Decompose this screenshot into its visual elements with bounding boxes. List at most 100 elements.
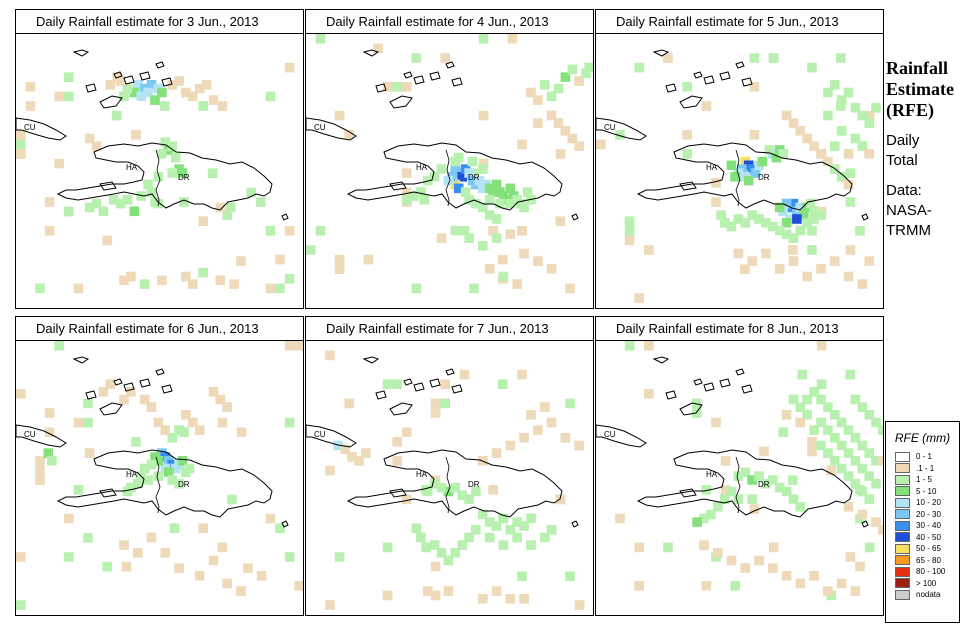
small-island-coast: [652, 356, 670, 364]
rain-cell: [131, 130, 141, 140]
rain-cell: [624, 235, 635, 246]
caption-source: Data: NASA- TRMM: [886, 181, 970, 241]
rain-cell: [795, 417, 806, 428]
legend-entry: 0 - 1: [886, 451, 959, 463]
rain-cell: [170, 152, 181, 163]
country-label: DR: [178, 480, 190, 489]
rain-cell: [484, 210, 495, 220]
rain-cell: [581, 68, 591, 79]
rain-cell: [526, 87, 536, 98]
rainfall-map[interactable]: CU HA DR: [15, 340, 304, 616]
rain-cell: [781, 571, 792, 581]
rain-cell: [792, 214, 802, 224]
rainfall-map[interactable]: CU HA DR: [595, 33, 884, 309]
country-label: HA: [416, 163, 428, 172]
small-island-coast: [389, 95, 413, 109]
rain-cell: [795, 578, 806, 589]
rain-cell: [143, 87, 153, 98]
rain-cell: [533, 118, 543, 128]
rain-cell: [471, 525, 481, 535]
small-island-coast: [571, 520, 579, 528]
rainfall-map[interactable]: CU HA DR: [305, 340, 594, 616]
rain-cell: [139, 279, 150, 289]
rain-cell: [430, 408, 441, 418]
rainfall-map[interactable]: CU HA DR: [595, 340, 884, 616]
small-island-coast: [652, 49, 670, 57]
small-island-coast: [375, 83, 387, 93]
rainfall-map[interactable]: CU HA DR: [305, 33, 594, 309]
rainfall-cells: [325, 350, 585, 610]
rain-cell: [153, 471, 164, 481]
caption-title-line: (RFE): [886, 100, 934, 120]
rain-cell: [781, 486, 792, 497]
rain-cell: [222, 402, 232, 412]
rain-cell: [484, 195, 495, 205]
rain-cell: [768, 475, 778, 485]
rain-cell: [44, 427, 55, 437]
rain-cell: [574, 440, 584, 451]
small-island-coast: [719, 378, 731, 388]
rain-cell: [850, 479, 861, 489]
cuba-coast: [306, 117, 357, 141]
rain-cell: [457, 490, 467, 501]
rain-cell: [121, 561, 132, 572]
rain-cell: [340, 444, 350, 455]
rain-cell: [716, 210, 726, 220]
rain-cell: [430, 561, 441, 572]
rain-cell: [478, 110, 489, 121]
caption-source-line: TRMM: [886, 222, 931, 239]
rain-cell: [174, 563, 184, 573]
rain-cell: [857, 486, 868, 497]
small-island-coast: [123, 75, 135, 85]
hispaniola-coast: [56, 449, 273, 518]
rain-cell: [843, 87, 854, 98]
rain-cell: [325, 350, 335, 361]
rain-cell: [512, 532, 522, 543]
rain-cell: [325, 465, 335, 476]
rain-cell: [505, 440, 516, 451]
rain-cell: [644, 389, 654, 399]
rain-cell: [830, 456, 840, 466]
rain-cell: [102, 561, 112, 572]
panel-jun-5: Daily Rainfall estimate for 5 Jun., 2013…: [595, 9, 884, 309]
rain-cell: [188, 279, 198, 289]
rain-cell: [795, 502, 806, 512]
rain-cell: [177, 168, 188, 178]
rainfall-map[interactable]: CU HA DR: [15, 33, 304, 309]
rain-cell: [555, 149, 566, 159]
rain-cell: [519, 202, 529, 213]
rain-cell: [774, 264, 785, 274]
rain-cell: [491, 521, 502, 531]
legend-label: 1 - 5: [916, 475, 933, 485]
rain-cell: [464, 494, 474, 504]
legend-entry: 5 - 10: [886, 486, 959, 498]
rain-cell: [25, 101, 36, 111]
rain-cell: [850, 394, 861, 405]
rain-cell: [713, 548, 723, 558]
country-label: CU: [604, 430, 616, 439]
rain-cell: [430, 398, 441, 409]
small-island-coast: [161, 384, 173, 394]
rain-cell: [634, 542, 644, 553]
country-label: CU: [24, 123, 36, 132]
rain-cell: [836, 53, 846, 63]
country-label: DR: [468, 480, 480, 489]
rain-cell: [807, 226, 817, 236]
rain-cell: [126, 387, 136, 397]
rain-cell: [392, 437, 402, 447]
rain-cell: [830, 433, 840, 443]
rain-cell: [215, 394, 226, 405]
rain-cell: [208, 95, 219, 105]
rain-cell: [115, 76, 126, 86]
rain-cell: [507, 34, 518, 44]
rain-cell: [720, 456, 731, 466]
small-island-coast: [281, 213, 289, 221]
rain-cell: [440, 379, 450, 389]
panel-title: Daily Rainfall estimate for 4 Jun., 2013: [305, 9, 594, 33]
rain-cell: [491, 586, 502, 596]
rain-cell: [540, 402, 550, 412]
legend-swatch: [895, 463, 910, 474]
rain-cell: [167, 80, 177, 90]
rain-cell: [181, 410, 191, 420]
cuba-coast: [596, 424, 647, 448]
